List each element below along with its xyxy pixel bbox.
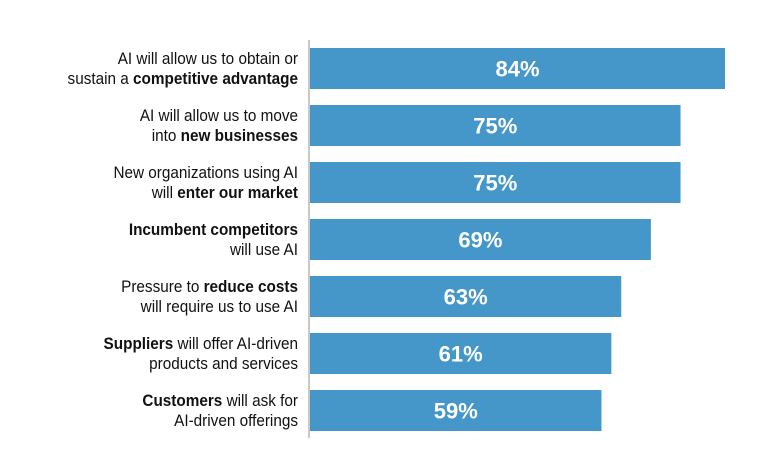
label-text: into (151, 125, 181, 145)
category-label-line1: AI will allow us to obtain or (28, 49, 298, 69)
category-label-line2: will use AI (28, 240, 298, 260)
label-text: will use AI (229, 239, 298, 259)
label-text: will (151, 182, 178, 202)
category-label-6: Suppliers will offer AI-driven products a… (28, 334, 298, 374)
category-label-line2: AI-driven offerings (28, 411, 298, 431)
label-text: will ask for (222, 390, 298, 410)
label-text: AI-driven offerings (174, 410, 298, 430)
label-emphasis: Suppliers (103, 333, 174, 353)
category-label-1: AI will allow us to obtain or sustain a c… (28, 49, 298, 89)
category-label-7: Customers will ask for AI-driven offering… (28, 391, 298, 431)
category-label-line2: into new businesses (28, 126, 298, 146)
label-emphasis: reduce costs (203, 276, 298, 296)
label-text: will require us to use AI (140, 296, 298, 316)
bar-2 (310, 105, 681, 146)
label-emphasis: Incumbent competitors (128, 219, 298, 239)
category-label-line2: will enter our market (28, 183, 298, 203)
bar-1 (310, 48, 725, 89)
label-text: products and services (149, 353, 298, 373)
label-text: will offer AI-driven (173, 333, 298, 353)
category-label-3: New organizations using AI will enter our… (28, 163, 298, 203)
category-label-line2: products and services (28, 354, 298, 374)
bar-value-label-1: 84% (495, 57, 539, 82)
bar-4 (310, 219, 651, 260)
label-emphasis: new businesses (180, 125, 298, 145)
bar-5 (310, 276, 622, 317)
label-emphasis: Customers (142, 390, 223, 410)
category-label-4: Incumbent competitors will use AI (28, 220, 298, 260)
bar-value-label-6: 61% (439, 342, 483, 367)
bar-value-label-2: 75% (473, 114, 517, 139)
label-text: New organizations using AI (113, 162, 298, 182)
label-text: sustain a (67, 68, 134, 88)
category-label-2: AI will allow us to move into new busines… (28, 106, 298, 146)
label-emphasis: enter our market (177, 182, 298, 202)
bar-6 (310, 333, 612, 374)
label-emphasis: competitive advantage (133, 68, 298, 88)
category-label-line1: New organizations using AI (28, 163, 298, 183)
category-label-line1: Suppliers will offer AI-driven (28, 334, 298, 354)
bar-value-label-3: 75% (473, 171, 517, 196)
category-label-line1: Pressure to reduce costs (28, 277, 298, 297)
label-text: AI will allow us to obtain or (117, 48, 298, 68)
category-label-line1: AI will allow us to move (28, 106, 298, 126)
category-label-line1: Customers will ask for (28, 391, 298, 411)
category-label-line2: sustain a competitive advantage (28, 69, 298, 89)
bar-value-label-4: 69% (458, 228, 502, 253)
bar-7 (310, 390, 602, 431)
bar-value-label-7: 59% (434, 399, 478, 424)
label-text: AI will allow us to move (139, 105, 298, 125)
bar-value-label-5: 63% (444, 285, 488, 310)
label-text: Pressure to (121, 276, 204, 296)
category-label-line2: will require us to use AI (28, 297, 298, 317)
category-label-5: Pressure to reduce costs will require us … (28, 277, 298, 317)
bar-3 (310, 162, 681, 203)
bars-group: 84% 75% 75% 69% 63% 61% 59% (310, 48, 725, 431)
category-label-line1: Incumbent competitors (28, 220, 298, 240)
